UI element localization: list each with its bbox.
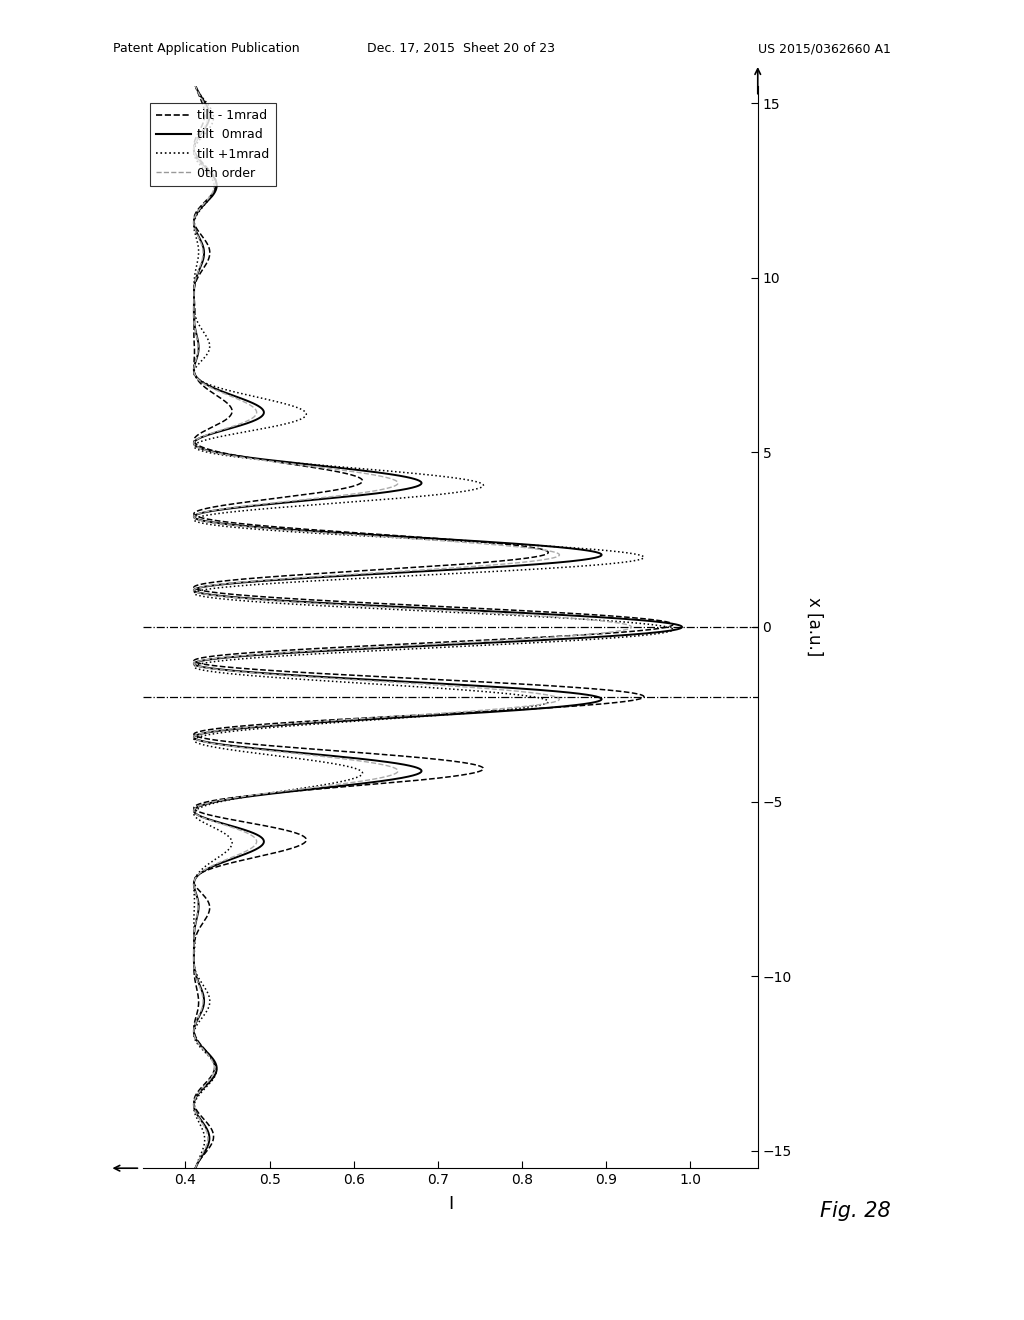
0th order <box>195 374 207 389</box>
tilt +1mrad <box>536 697 548 713</box>
tilt  0mrad <box>189 78 202 94</box>
tilt +1mrad <box>207 111 219 127</box>
0th order <box>203 165 215 181</box>
tilt - 1mrad <box>189 1160 202 1176</box>
Text: US 2015/0362660 A1: US 2015/0362660 A1 <box>758 42 891 55</box>
Text: Fig. 28: Fig. 28 <box>820 1201 891 1221</box>
Legend: tilt - 1mrad, tilt  0mrad, tilt +1mrad, 0th order: tilt - 1mrad, tilt 0mrad, tilt +1mrad, 0… <box>150 103 275 186</box>
tilt - 1mrad <box>189 78 202 94</box>
0th order <box>531 697 544 713</box>
tilt - 1mrad <box>443 706 456 722</box>
tilt  0mrad <box>203 111 215 127</box>
tilt +1mrad <box>189 1160 202 1176</box>
tilt +1mrad <box>197 374 209 389</box>
tilt - 1mrad <box>194 374 206 389</box>
tilt  0mrad <box>196 374 208 389</box>
X-axis label: I: I <box>447 1196 454 1213</box>
0th order <box>189 1160 202 1176</box>
Line: tilt - 1mrad: tilt - 1mrad <box>194 86 673 1168</box>
Line: tilt  0mrad: tilt 0mrad <box>194 86 682 1168</box>
tilt - 1mrad <box>206 165 218 181</box>
tilt  0mrad <box>461 706 473 722</box>
Text: Patent Application Publication: Patent Application Publication <box>113 42 299 55</box>
0th order <box>202 111 214 127</box>
Text: Dec. 17, 2015  Sheet 20 of 23: Dec. 17, 2015 Sheet 20 of 23 <box>367 42 555 55</box>
tilt  0mrad <box>189 1160 202 1176</box>
tilt  0mrad <box>571 697 584 713</box>
tilt - 1mrad <box>229 645 242 661</box>
tilt +1mrad <box>309 645 322 661</box>
Line: 0th order: 0th order <box>194 86 632 1168</box>
Line: tilt +1mrad: tilt +1mrad <box>194 86 673 1168</box>
tilt  0mrad <box>267 645 280 661</box>
tilt +1mrad <box>189 78 202 94</box>
0th order <box>189 78 202 94</box>
tilt - 1mrad <box>198 111 210 127</box>
tilt +1mrad <box>458 706 470 722</box>
tilt  0mrad <box>205 165 217 181</box>
Y-axis label: x [a.u.]: x [a.u.] <box>806 598 823 656</box>
tilt - 1mrad <box>585 697 597 713</box>
0th order <box>433 706 445 722</box>
tilt +1mrad <box>202 165 214 181</box>
0th order <box>259 645 271 661</box>
